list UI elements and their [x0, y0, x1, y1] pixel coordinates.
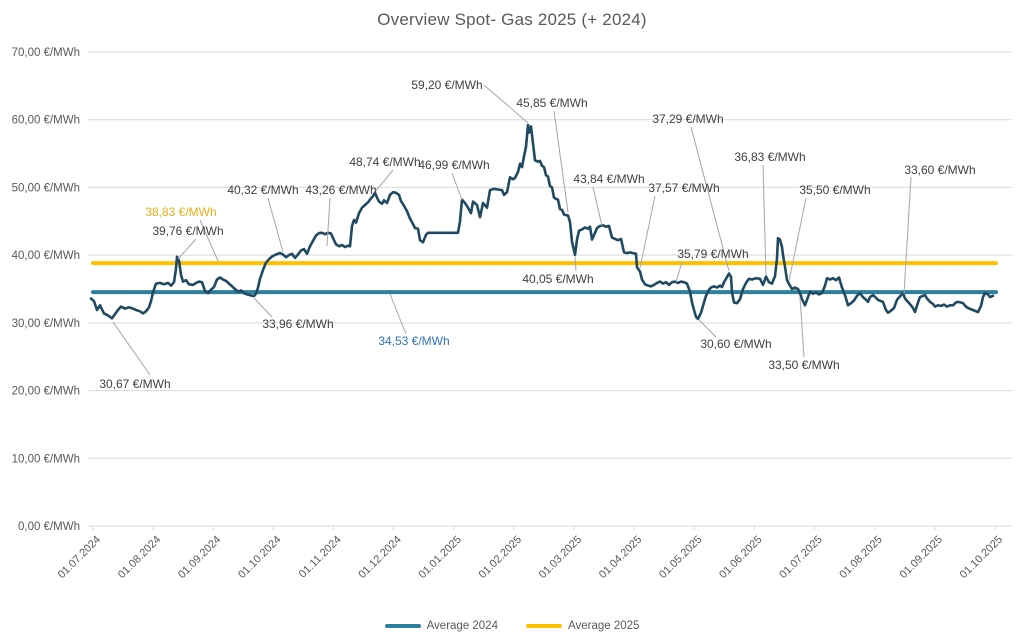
annotation-leader-line — [762, 164, 767, 276]
annotation-leader-line — [177, 238, 197, 260]
annotation-label: 35,79 €/MWh — [677, 247, 748, 261]
annotation-leader-line — [112, 321, 151, 376]
y-axis-label: 10,00 €/MWh — [12, 453, 80, 465]
annotation-label: 39,76 €/MWh — [152, 224, 223, 238]
annotation-leader-line — [199, 219, 219, 262]
annotation-label: 36,83 €/MWh — [734, 150, 805, 164]
annotation-leader-line — [639, 195, 656, 269]
annotation-leader-line — [592, 186, 603, 227]
y-axis-label: 50,00 €/MWh — [12, 182, 80, 194]
annotation-label: 37,29 €/MWh — [652, 112, 723, 126]
x-axis-label: 01.08.2025 — [837, 534, 884, 581]
annotation-leader-line — [389, 293, 407, 335]
x-axis-label: 01.04.2025 — [597, 534, 644, 581]
legend-swatch-average-2025-line — [526, 624, 562, 628]
y-axis-label: 40,00 €/MWh — [12, 250, 80, 262]
y-axis-label: 30,00 €/MWh — [12, 318, 80, 330]
annotation-leader-line — [574, 255, 577, 272]
annotation-label: 43,26 €/MWh — [305, 183, 376, 197]
y-axis-label: 20,00 €/MWh — [12, 386, 80, 398]
annotation-leader-line — [675, 261, 683, 283]
y-axis-label: 60,00 €/MWh — [12, 115, 80, 127]
x-axis-label: 01.01.2025 — [416, 534, 463, 581]
x-axis-label: 01.07.2024 — [56, 534, 103, 581]
chart-title: Overview Spot- Gas 2025 (+ 2024) — [377, 10, 647, 29]
y-axis-label: 0,00 €/MWh — [18, 521, 80, 533]
legend-swatch-average-2024-line — [384, 624, 421, 628]
annotation-label: 40,05 €/MWh — [522, 272, 593, 286]
legend-item-average-2024: Average 2024 — [384, 620, 498, 632]
annotation-leader-line — [253, 297, 273, 318]
x-axis-label: 01.06.2025 — [717, 534, 764, 581]
y-axis-label: 70,00 €/MWh — [12, 47, 80, 59]
legend-label: Average 2025 — [568, 620, 640, 632]
x-axis-label: 01.11.2024 — [297, 534, 344, 581]
x-axis-label: 01.10.2024 — [236, 534, 283, 581]
legend-label: Average 2024 — [426, 620, 498, 632]
annotation-label: 30,60 €/MWh — [700, 337, 771, 351]
annotation-leader-line — [788, 197, 807, 282]
annotation-label: 35,50 €/MWh — [799, 183, 870, 197]
annotation-label: 34,53 €/MWh — [378, 334, 449, 348]
chart-legend: Average 2024 Average 2025 — [0, 620, 1024, 632]
annotation-leader-line — [451, 172, 463, 201]
annotation-label: 45,85 €/MWh — [516, 96, 587, 110]
legend-item-average-2025: Average 2025 — [526, 620, 639, 632]
x-axis-label: 01.05.2025 — [657, 534, 704, 581]
annotation-label: 33,96 €/MWh — [262, 317, 333, 331]
x-axis-label: 01.12.2024 — [356, 534, 403, 581]
x-axis-label: 01.08.2024 — [116, 534, 163, 581]
x-axis-label: 01.03.2025 — [537, 534, 584, 581]
annotation-leader-line — [374, 169, 394, 193]
annotation-leader-line — [698, 319, 717, 338]
annotation-leader-line — [799, 296, 805, 358]
annotation-label: 59,20 €/MWh — [411, 78, 482, 92]
x-axis-label: 01.07.2025 — [777, 534, 824, 581]
annotation-label: 40,32 €/MWh — [227, 183, 298, 197]
annotation-leader-line — [690, 126, 730, 272]
annotation-leader-line — [267, 197, 284, 253]
x-axis-label: 01.09.2024 — [176, 534, 223, 581]
x-axis-label: 01.09.2025 — [898, 534, 945, 581]
annotation-label: 30,67 €/MWh — [99, 377, 170, 391]
annotation-label: 33,60 €/MWh — [904, 163, 975, 177]
annotation-label: 33,50 €/MWh — [768, 358, 839, 372]
annotation-leader-line — [553, 110, 569, 213]
annotation-label: 46,99 €/MWh — [418, 158, 489, 172]
annotation-leader-line — [483, 84, 529, 124]
annotation-label: 48,74 €/MWh — [349, 155, 420, 169]
annotation-label: 43,84 €/MWh — [573, 172, 644, 186]
annotation-label: 37,57 €/MWh — [648, 181, 719, 195]
x-axis-label: 01.10.2025 — [958, 534, 1005, 581]
spot-price-series-line — [89, 123, 995, 321]
annotation-label: 38,83 €/MWh — [145, 205, 216, 219]
annotation-leader-line — [903, 176, 912, 295]
x-axis-label: 01.02.2025 — [477, 534, 524, 581]
annotation-leader-line — [326, 197, 331, 247]
